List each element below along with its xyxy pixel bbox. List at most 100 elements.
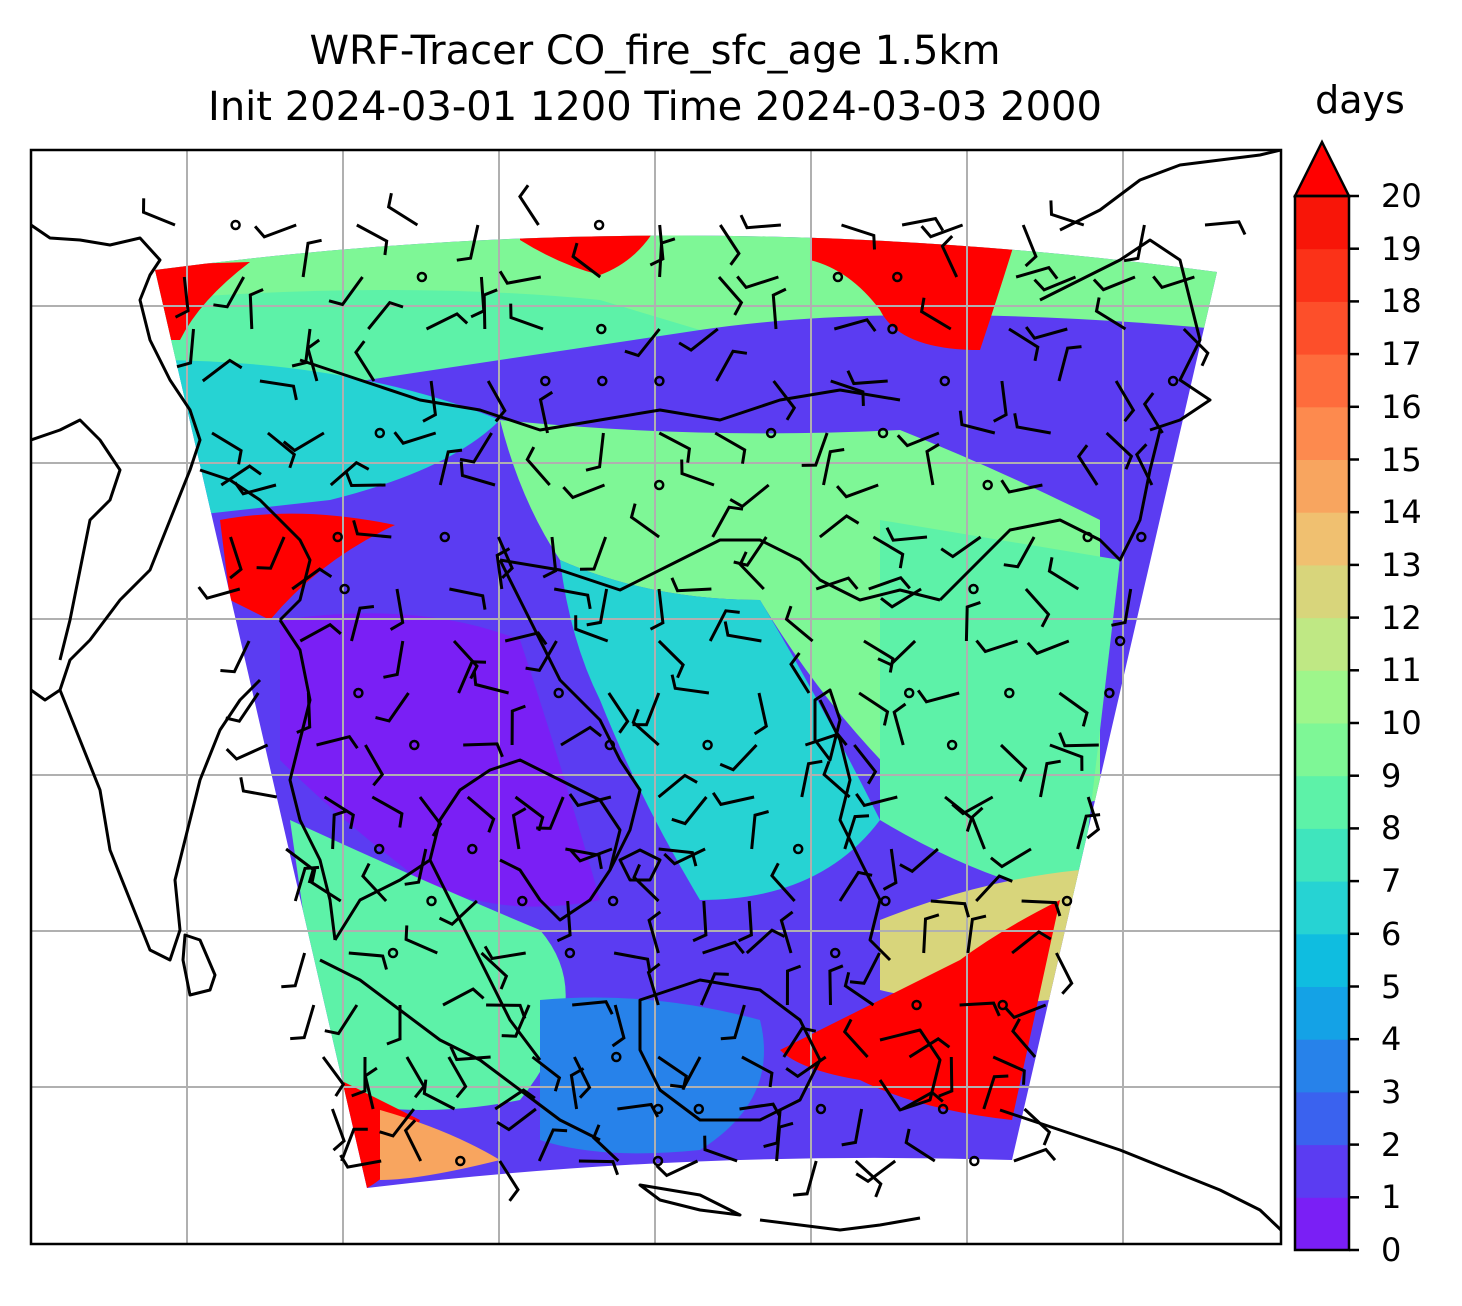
wind-calm-marker	[409, 739, 420, 751]
colorbar-band-0	[1295, 1197, 1349, 1251]
wind-barb	[624, 328, 661, 358]
wind-barb	[339, 1154, 382, 1169]
wind-barb	[514, 795, 545, 832]
wind-barb	[174, 276, 190, 319]
wind-barb	[329, 460, 370, 487]
wind-barb	[562, 483, 606, 500]
wind-barb	[494, 1088, 536, 1111]
colorbar-band-15	[1295, 406, 1349, 460]
wind-barb	[846, 370, 888, 386]
wind-barb	[1182, 327, 1210, 367]
wind-barb	[290, 1004, 316, 1041]
wind-calm-marker	[892, 271, 903, 283]
wind-barb	[296, 692, 312, 734]
wind-calm-marker	[426, 895, 437, 907]
colorbar-band-4	[1295, 986, 1349, 1040]
wind-barb	[951, 795, 994, 816]
wind-barb	[197, 586, 241, 600]
chart-title-line-2: Init 2024-03-01 1200 Time 2024-03-03 200…	[208, 84, 1102, 130]
wind-barb	[457, 660, 487, 694]
wind-barb	[386, 1005, 402, 1046]
wind-barb	[772, 380, 797, 421]
wind-calm-marker	[968, 583, 979, 595]
coastline-borneo	[638, 978, 822, 1122]
wind-barb	[578, 1159, 620, 1176]
wind-barb	[386, 192, 419, 227]
wind-barb	[822, 448, 845, 486]
wind-calm-marker	[654, 375, 665, 387]
wind-barb	[1114, 380, 1136, 423]
colorbar-tick-label-11: 11	[1381, 651, 1422, 690]
wind-barb	[1055, 952, 1074, 995]
colorbar-extend-arrow	[1292, 139, 1352, 198]
wind-barb	[1152, 275, 1195, 290]
colorbar-tick-label-9: 9	[1381, 756, 1402, 795]
wind-calm-marker	[596, 323, 607, 335]
wind-barb	[655, 1159, 699, 1178]
wind-barb	[1023, 1107, 1052, 1146]
wind-calm-marker	[653, 479, 665, 491]
wind-barb	[497, 536, 514, 579]
tracer-age-field	[155, 235, 1217, 1189]
wind-barb	[299, 622, 342, 643]
wind-barb	[714, 431, 747, 464]
wind-barb	[670, 1056, 702, 1089]
colorbar-band-7	[1295, 828, 1349, 882]
wind-barb	[422, 1079, 456, 1111]
wind-barb	[775, 1121, 794, 1162]
wind-barb	[841, 1108, 864, 1147]
wind-barb	[281, 952, 307, 989]
wind-barb	[818, 514, 860, 539]
wind-barb	[525, 446, 551, 486]
coastline-korea-japan	[1039, 238, 1212, 432]
wind-barb	[975, 639, 1019, 654]
coastline-china-east	[938, 429, 1162, 602]
colorbar-tick-label-14: 14	[1381, 493, 1422, 532]
colorbar-band-10	[1295, 670, 1349, 724]
colorbar-tick-label-6: 6	[1381, 914, 1402, 953]
wind-barb	[815, 576, 859, 591]
wind-barb	[321, 1056, 346, 1097]
wind-calm-marker	[517, 895, 528, 907]
wind-barb	[920, 223, 964, 239]
wind-barb	[863, 639, 895, 673]
wind-barb	[354, 340, 376, 382]
wind-barb	[573, 1056, 592, 1099]
colorbar-band-13	[1295, 512, 1349, 566]
wind-calm-marker	[611, 1051, 622, 1063]
wind-barb	[466, 795, 496, 833]
coastline-india-west	[31, 418, 122, 661]
wind-barb	[371, 795, 404, 828]
wind-barb	[801, 432, 829, 467]
wind-calm-marker	[387, 947, 399, 959]
wind-calm-marker	[911, 999, 922, 1011]
wind-calm-marker	[939, 375, 951, 387]
wind-barb	[1058, 691, 1089, 727]
colorbar-band-6	[1295, 881, 1349, 935]
wind-calm-marker	[553, 687, 564, 699]
wind-barb	[745, 928, 786, 955]
colorbar-band-1	[1295, 1144, 1349, 1198]
wind-barb	[733, 536, 768, 567]
wind-barb	[1086, 796, 1101, 840]
wind-barb	[785, 1055, 827, 1079]
wind-barb	[542, 536, 558, 579]
wind-barb	[975, 874, 1013, 903]
wind-barb	[899, 847, 939, 874]
wind-barb	[1076, 813, 1101, 850]
wind-barb	[511, 807, 527, 850]
coastline-sulawesi	[878, 1028, 942, 1112]
wind-barb	[999, 743, 1028, 783]
wind-barb	[352, 519, 392, 539]
wind-barb	[291, 328, 312, 368]
wind-barb	[330, 1108, 346, 1152]
wind-calm-marker	[1004, 687, 1015, 699]
colorbar-band-2	[1295, 1091, 1349, 1146]
wind-barb	[770, 862, 796, 903]
colorbar-tick-label-15: 15	[1381, 440, 1422, 479]
wind-barb	[771, 287, 787, 330]
wind-barb	[858, 691, 890, 726]
wind-barb	[703, 1135, 738, 1163]
wind-calm-marker	[467, 843, 478, 855]
